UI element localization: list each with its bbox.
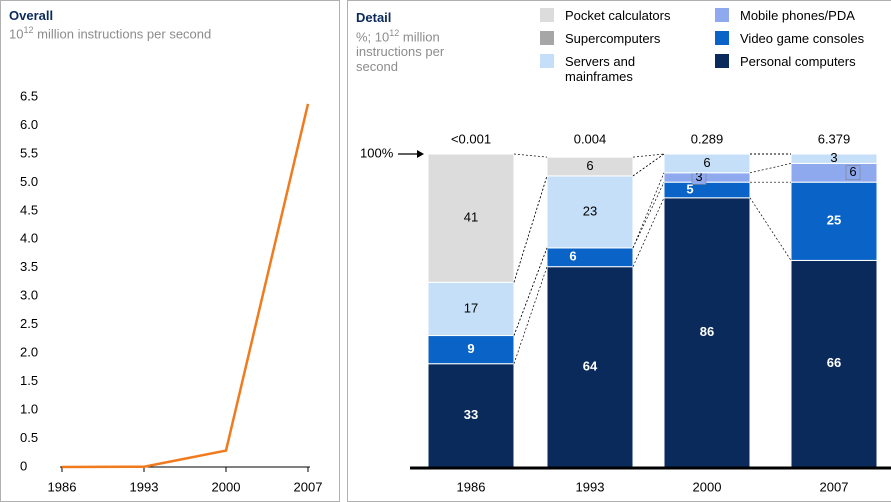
y-tick-label: 1.5 bbox=[20, 373, 38, 388]
value-label: 3 bbox=[830, 150, 837, 165]
y-tick-label: 6.5 bbox=[20, 88, 38, 103]
connector bbox=[632, 197, 665, 267]
legend-label: Servers and mainframes bbox=[565, 54, 636, 84]
x-tick-label: 2000 bbox=[212, 479, 241, 494]
bar-segment bbox=[427, 335, 515, 365]
legend-swatch bbox=[715, 8, 729, 22]
connector bbox=[749, 163, 792, 174]
bar-segment bbox=[790, 162, 878, 183]
connector bbox=[513, 153, 548, 158]
value-label: 25 bbox=[827, 213, 841, 228]
legend-label: Personal computers bbox=[740, 54, 856, 69]
legend-label: Supercomputers bbox=[565, 31, 661, 46]
value-label: 33 bbox=[464, 407, 478, 422]
value-label: 6 bbox=[569, 249, 576, 264]
x-tick-label: 1986 bbox=[48, 479, 77, 494]
bar-segment bbox=[663, 181, 751, 199]
value-label: 6 bbox=[849, 164, 856, 179]
y-tick-label: 1.0 bbox=[20, 402, 38, 417]
subtitle-exponent: 12 bbox=[389, 28, 400, 38]
value-label: 41 bbox=[464, 210, 478, 225]
value-label: 6 bbox=[586, 158, 593, 173]
value-label: 17 bbox=[464, 300, 478, 315]
x-tick-label: 1986 bbox=[457, 479, 486, 494]
line bbox=[61, 103, 310, 469]
chart-title: Detail bbox=[356, 10, 392, 25]
y-tick-label: 2.0 bbox=[20, 345, 38, 360]
total-label: 0.289 bbox=[691, 131, 724, 146]
value-label: 5 bbox=[686, 181, 693, 196]
x-tick-label: 2000 bbox=[693, 479, 722, 494]
y-tick-label: 5.0 bbox=[20, 174, 38, 189]
connector bbox=[513, 247, 548, 336]
bar-segment bbox=[546, 156, 634, 177]
bar-segment bbox=[427, 153, 515, 283]
connector bbox=[513, 266, 548, 364]
subtitle-exponent: 12 bbox=[23, 25, 34, 35]
y-tick-label: 4.0 bbox=[20, 231, 38, 246]
legend-swatch bbox=[715, 31, 729, 45]
y-tick-label: 3.0 bbox=[20, 288, 38, 303]
legend-label: Pocket calculators bbox=[565, 8, 671, 23]
bar-segment bbox=[546, 247, 634, 268]
connector bbox=[632, 153, 665, 177]
value-label: 6 bbox=[703, 155, 710, 170]
x-tick-label: 2007 bbox=[820, 479, 849, 494]
y-tick-label: 0.5 bbox=[20, 430, 38, 445]
x-tick-label: 1993 bbox=[576, 479, 605, 494]
legend-label: Mobile phones/PDA bbox=[740, 8, 855, 23]
subtitle-rest: million instructions per second bbox=[37, 26, 212, 42]
chart-title: Overall bbox=[9, 8, 54, 23]
connector bbox=[749, 197, 792, 261]
legend-swatch bbox=[540, 54, 554, 68]
x-tick-label: 2007 bbox=[294, 479, 323, 494]
bar-segment bbox=[790, 259, 878, 468]
total-label: 0.004 bbox=[574, 131, 607, 146]
value-label: 66 bbox=[827, 355, 841, 370]
bar-segment bbox=[427, 281, 515, 337]
connector bbox=[513, 247, 548, 336]
value-label: 64 bbox=[583, 358, 598, 373]
arrow-head bbox=[417, 150, 424, 158]
y-tick-label: 2.5 bbox=[20, 316, 38, 331]
connector bbox=[632, 153, 665, 158]
chart-subtitle: 1012 million instructions per second bbox=[9, 23, 329, 41]
y-tick-label: 6.0 bbox=[20, 117, 38, 132]
x-tick-label: 1993 bbox=[130, 479, 159, 494]
value-label: 23 bbox=[583, 203, 597, 218]
subtitle-prefix: %; 10 bbox=[356, 29, 390, 45]
y-tick-label: 4.5 bbox=[20, 202, 38, 217]
bar-segment bbox=[663, 153, 751, 174]
value-label: 86 bbox=[700, 324, 714, 339]
chart-subtitle: %; 1012 million instructions per second bbox=[356, 26, 466, 74]
bar-segment bbox=[663, 172, 751, 183]
bar-segment bbox=[546, 175, 634, 249]
connector bbox=[513, 175, 548, 283]
subtitle-base: 10 bbox=[9, 26, 24, 42]
label-box bbox=[845, 165, 861, 181]
value-label: 9 bbox=[467, 341, 474, 356]
legend-label: Video game consoles bbox=[740, 31, 865, 46]
total-label: 6.379 bbox=[818, 131, 851, 146]
y-tick-label: 0 bbox=[20, 458, 27, 473]
total-label: <0.001 bbox=[451, 131, 491, 146]
y-tick-label: 3.5 bbox=[20, 259, 38, 274]
subtitle-suffix: million instructions per second bbox=[356, 29, 445, 75]
legend-swatch bbox=[540, 31, 554, 45]
y-tick-label: 5.5 bbox=[20, 145, 38, 160]
value-label: 3 bbox=[695, 169, 702, 184]
connector bbox=[632, 182, 665, 249]
bar-segment bbox=[663, 197, 751, 468]
legend-swatch bbox=[715, 54, 729, 68]
annotation: 100% bbox=[360, 145, 394, 160]
legend-swatch bbox=[540, 8, 554, 22]
connector bbox=[632, 172, 665, 249]
bar-segment bbox=[790, 153, 878, 164]
bar-segment bbox=[790, 181, 878, 261]
